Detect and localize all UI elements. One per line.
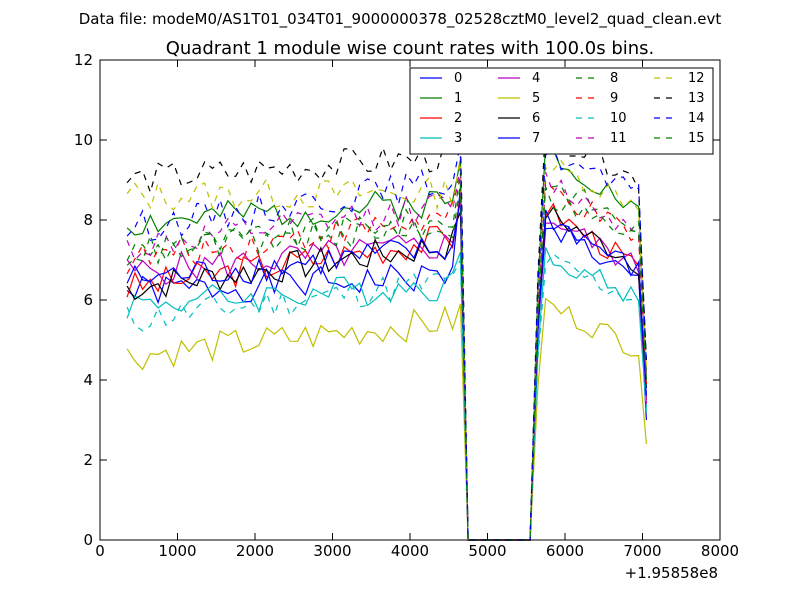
y-tick-label: 8 xyxy=(83,211,93,229)
legend-label-4: 4 xyxy=(532,71,540,86)
legend-label-0: 0 xyxy=(454,71,462,86)
legend-label-5: 5 xyxy=(532,91,540,106)
y-tick-label: 6 xyxy=(83,291,93,309)
legend-label-12: 12 xyxy=(688,71,705,86)
y-tick-label: 0 xyxy=(83,531,93,549)
series-line-5 xyxy=(126,297,647,541)
x-tick-label: 4000 xyxy=(391,542,429,560)
series-line-10 xyxy=(126,253,647,541)
series-line-6 xyxy=(126,205,647,541)
legend-label-14: 14 xyxy=(688,111,705,126)
legend-label-9: 9 xyxy=(610,91,618,106)
legend-label-15: 15 xyxy=(688,131,705,146)
x-offset-label: +1.95858e8 xyxy=(625,564,718,582)
series-line-1 xyxy=(126,143,647,541)
series-layer xyxy=(126,121,647,541)
series-line-9 xyxy=(126,179,647,541)
series-line-4 xyxy=(126,199,647,541)
legend-label-6: 6 xyxy=(532,111,540,126)
x-tick-label: 1000 xyxy=(158,542,196,560)
legend-label-13: 13 xyxy=(688,91,705,106)
series-line-7 xyxy=(126,199,647,541)
x-tick-label: 0 xyxy=(95,542,105,560)
series-line-0 xyxy=(126,187,647,541)
legend-label-8: 8 xyxy=(610,71,618,86)
legend-box xyxy=(409,67,714,155)
figure-suptitle: Data file: modeM0/AS1T01_034T01_90000003… xyxy=(79,10,722,29)
x-tick-label: 8000 xyxy=(701,542,739,560)
y-tick-label: 12 xyxy=(74,51,93,69)
legend-label-10: 10 xyxy=(610,111,627,126)
legend-label-2: 2 xyxy=(454,111,462,126)
x-tick-label: 7000 xyxy=(623,542,661,560)
series-line-2 xyxy=(126,195,647,541)
legend-label-1: 1 xyxy=(454,91,462,106)
y-tick-label: 10 xyxy=(74,131,93,149)
series-line-15 xyxy=(126,183,647,541)
x-tick-label: 5000 xyxy=(468,542,506,560)
chart-title: Quadrant 1 module wise count rates with … xyxy=(166,38,655,59)
legend-label-3: 3 xyxy=(454,131,462,146)
x-tick-label: 6000 xyxy=(546,542,584,560)
series-line-3 xyxy=(126,247,647,541)
y-tick-label: 4 xyxy=(83,371,93,389)
x-axis: 0 1000 2000 3000 4000 5000 6000 7000 8000 xyxy=(95,60,739,560)
legend-label-11: 11 xyxy=(610,131,627,146)
series-line-14 xyxy=(126,143,647,541)
x-tick-label: 3000 xyxy=(313,542,351,560)
legend-label-7: 7 xyxy=(532,131,540,146)
x-tick-label: 2000 xyxy=(236,542,274,560)
y-tick-label: 2 xyxy=(83,451,93,469)
plot-frame xyxy=(99,59,721,541)
